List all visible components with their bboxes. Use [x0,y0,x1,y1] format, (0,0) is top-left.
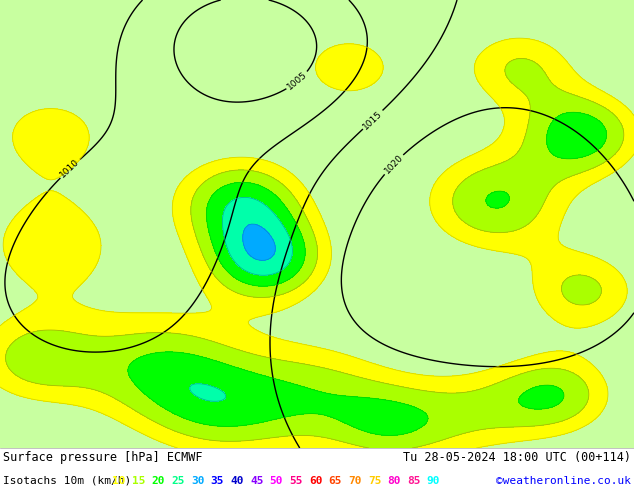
Text: Surface pressure [hPa] ECMWF: Surface pressure [hPa] ECMWF [3,451,203,464]
Text: ©weatheronline.co.uk: ©weatheronline.co.uk [496,476,631,486]
Text: 1010: 1010 [58,157,82,180]
Text: 55: 55 [289,476,303,486]
Text: 40: 40 [230,476,244,486]
Text: 65: 65 [328,476,342,486]
Text: 25: 25 [171,476,185,486]
Text: 1005: 1005 [286,70,309,92]
Text: 90: 90 [427,476,441,486]
Text: 20: 20 [152,476,165,486]
Text: 60: 60 [309,476,323,486]
Text: 50: 50 [269,476,283,486]
Text: Isotachs 10m (km/h): Isotachs 10m (km/h) [3,476,145,486]
Text: 10: 10 [112,476,126,486]
Text: 75: 75 [368,476,382,486]
Text: 1020: 1020 [382,153,404,176]
Text: 70: 70 [348,476,362,486]
Text: 45: 45 [250,476,264,486]
Text: 15: 15 [132,476,146,486]
Text: 85: 85 [407,476,421,486]
Text: 80: 80 [387,476,401,486]
Text: 35: 35 [210,476,224,486]
Text: 1015: 1015 [361,109,384,131]
Text: Tu 28-05-2024 18:00 UTC (00+114): Tu 28-05-2024 18:00 UTC (00+114) [403,451,631,464]
Text: 30: 30 [191,476,205,486]
